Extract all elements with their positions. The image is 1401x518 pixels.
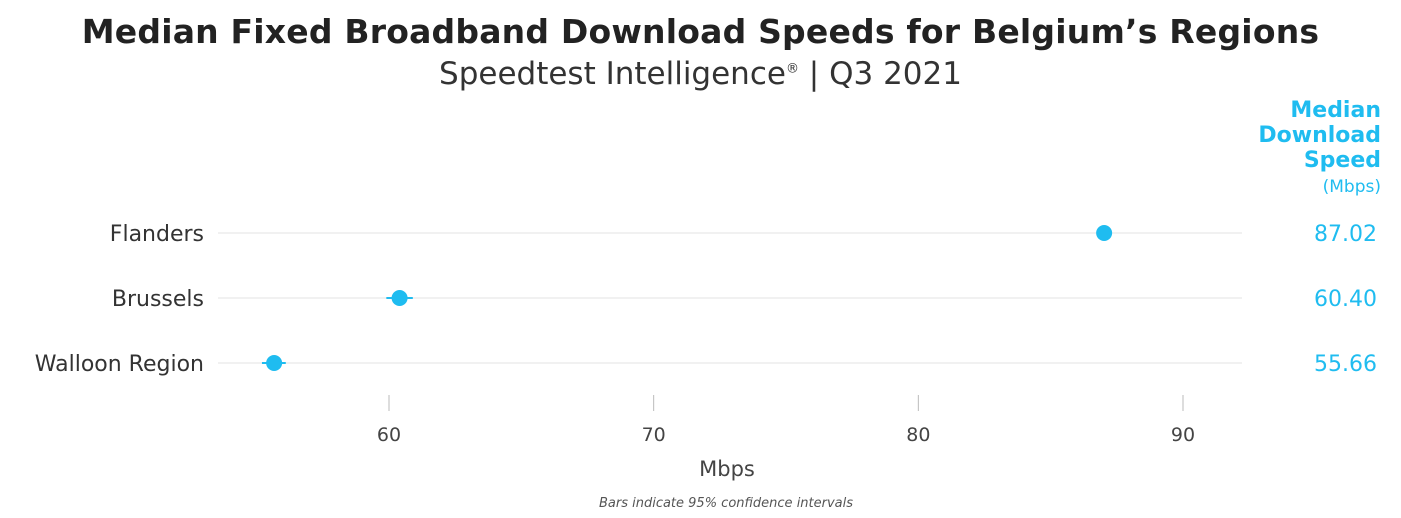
chart-subtitle: Speedtest Intelligence® | Q3 2021 [0, 56, 1401, 92]
value-header-line-2: Download [1258, 123, 1381, 148]
subtitle-text: Speedtest Intelligence [439, 56, 786, 92]
category-label: Walloon Region [35, 352, 204, 377]
chart-title: Median Fixed Broadband Download Speeds f… [81, 12, 1320, 51]
value-column-unit: (Mbps) [1322, 177, 1381, 197]
median-point [1096, 225, 1113, 241]
value-label: 55.66 [1314, 352, 1377, 377]
median-point [391, 290, 408, 306]
median-point [266, 355, 283, 371]
value-label: 87.02 [1314, 222, 1377, 247]
footnote: Bars indicate 95% confidence intervals [598, 496, 854, 511]
registered-mark: ® [785, 61, 799, 77]
x-axis-label: Mbps [699, 457, 755, 481]
x-tick-label: 60 [377, 424, 401, 446]
subtitle-period: | Q3 2021 [798, 56, 962, 92]
value-header-line-3: Speed [1303, 148, 1381, 173]
category-label: Flanders [110, 222, 204, 247]
category-label: Brussels [112, 287, 204, 312]
x-tick-label: 80 [906, 424, 930, 446]
value-header-line-1: Median [1290, 98, 1381, 123]
value-column-header: Median Download Speed [1258, 98, 1381, 173]
value-label: 60.40 [1314, 287, 1377, 312]
x-tick-label: 90 [1171, 424, 1195, 446]
x-tick-label: 70 [642, 424, 666, 446]
